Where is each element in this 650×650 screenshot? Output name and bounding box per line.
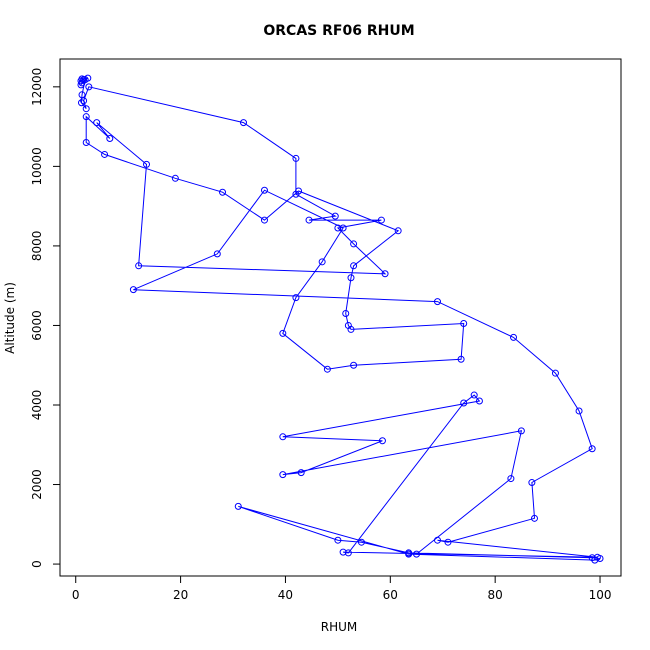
data-point xyxy=(347,325,355,333)
data-point xyxy=(339,548,347,556)
data-point xyxy=(339,224,347,232)
data-point xyxy=(260,216,268,224)
data-point xyxy=(475,397,483,405)
data-point xyxy=(405,549,413,557)
data-point xyxy=(377,216,385,224)
plot-frame xyxy=(59,58,622,577)
data-point xyxy=(260,186,268,194)
data-point xyxy=(143,160,151,168)
data-point xyxy=(357,538,365,546)
x-tick-label: 80 xyxy=(488,588,503,602)
y-axis: 0 2000 4000 6000 8000 10000 12000 xyxy=(30,68,61,568)
data-point xyxy=(331,212,339,220)
y-tick-label: 10000 xyxy=(30,147,44,185)
data-point xyxy=(517,427,525,435)
data-point xyxy=(77,99,85,107)
data-point xyxy=(457,355,465,363)
data-point xyxy=(507,475,515,483)
data-point xyxy=(295,187,303,195)
data-point xyxy=(344,549,352,557)
data-point xyxy=(334,536,342,544)
data-point xyxy=(135,262,143,270)
data-point xyxy=(279,471,287,479)
data-point xyxy=(381,270,389,278)
data-point xyxy=(350,262,358,270)
data-point xyxy=(433,536,441,544)
data-point xyxy=(334,224,342,232)
x-axis-label: RHUM xyxy=(321,620,358,634)
data-point xyxy=(470,391,478,399)
data-point xyxy=(460,399,468,407)
data-point xyxy=(305,216,313,224)
data-point xyxy=(82,139,90,147)
data-point xyxy=(510,333,518,341)
data-point xyxy=(292,294,300,302)
data-point xyxy=(279,433,287,441)
plot-area xyxy=(77,74,604,564)
data-point xyxy=(323,365,331,373)
data-point xyxy=(81,76,89,84)
data-point xyxy=(342,310,350,318)
y-tick-label: 2000 xyxy=(30,469,44,500)
x-tick-label: 0 xyxy=(72,588,80,602)
data-point xyxy=(596,555,604,563)
series-line xyxy=(80,77,601,561)
x-tick-label: 40 xyxy=(278,588,293,602)
x-tick-label: 20 xyxy=(173,588,188,602)
data-point xyxy=(378,437,386,445)
data-point xyxy=(394,227,402,235)
data-point xyxy=(350,361,358,369)
data-point xyxy=(588,445,596,453)
data-point xyxy=(350,240,358,248)
data-point xyxy=(347,274,355,282)
data-point xyxy=(101,150,109,158)
data-point xyxy=(297,469,305,477)
data-point xyxy=(106,135,114,143)
y-tick-label: 6000 xyxy=(30,310,44,341)
data-point xyxy=(279,329,287,337)
data-point xyxy=(528,479,536,487)
data-point xyxy=(80,97,88,105)
y-tick-label: 8000 xyxy=(30,231,44,262)
data-point xyxy=(219,188,227,196)
y-axis-label: Altitude (m) xyxy=(3,282,17,354)
data-point xyxy=(234,502,242,510)
data-point xyxy=(85,83,93,91)
data-point xyxy=(530,514,538,522)
data-point xyxy=(82,113,90,121)
x-tick-label: 100 xyxy=(589,588,612,602)
data-point xyxy=(318,258,326,266)
y-tick-label: 12000 xyxy=(30,68,44,106)
x-tick-label: 60 xyxy=(383,588,398,602)
data-point xyxy=(433,298,441,306)
data-point xyxy=(129,286,137,294)
data-point xyxy=(82,105,90,113)
data-point xyxy=(240,119,248,127)
data-point xyxy=(292,154,300,162)
data-point xyxy=(444,538,452,546)
data-point xyxy=(213,250,221,258)
data-point xyxy=(588,554,596,562)
data-point xyxy=(575,407,583,415)
data-point xyxy=(413,550,421,558)
data-point xyxy=(460,319,468,327)
y-tick-label: 4000 xyxy=(30,390,44,421)
data-point xyxy=(551,369,559,377)
y-tick-label: 0 xyxy=(30,560,44,568)
data-point xyxy=(93,119,101,127)
x-axis: 0 20 40 60 80 100 xyxy=(72,575,612,602)
chart-title: ORCAS RF06 RHUM xyxy=(263,23,414,39)
data-point xyxy=(171,174,179,182)
